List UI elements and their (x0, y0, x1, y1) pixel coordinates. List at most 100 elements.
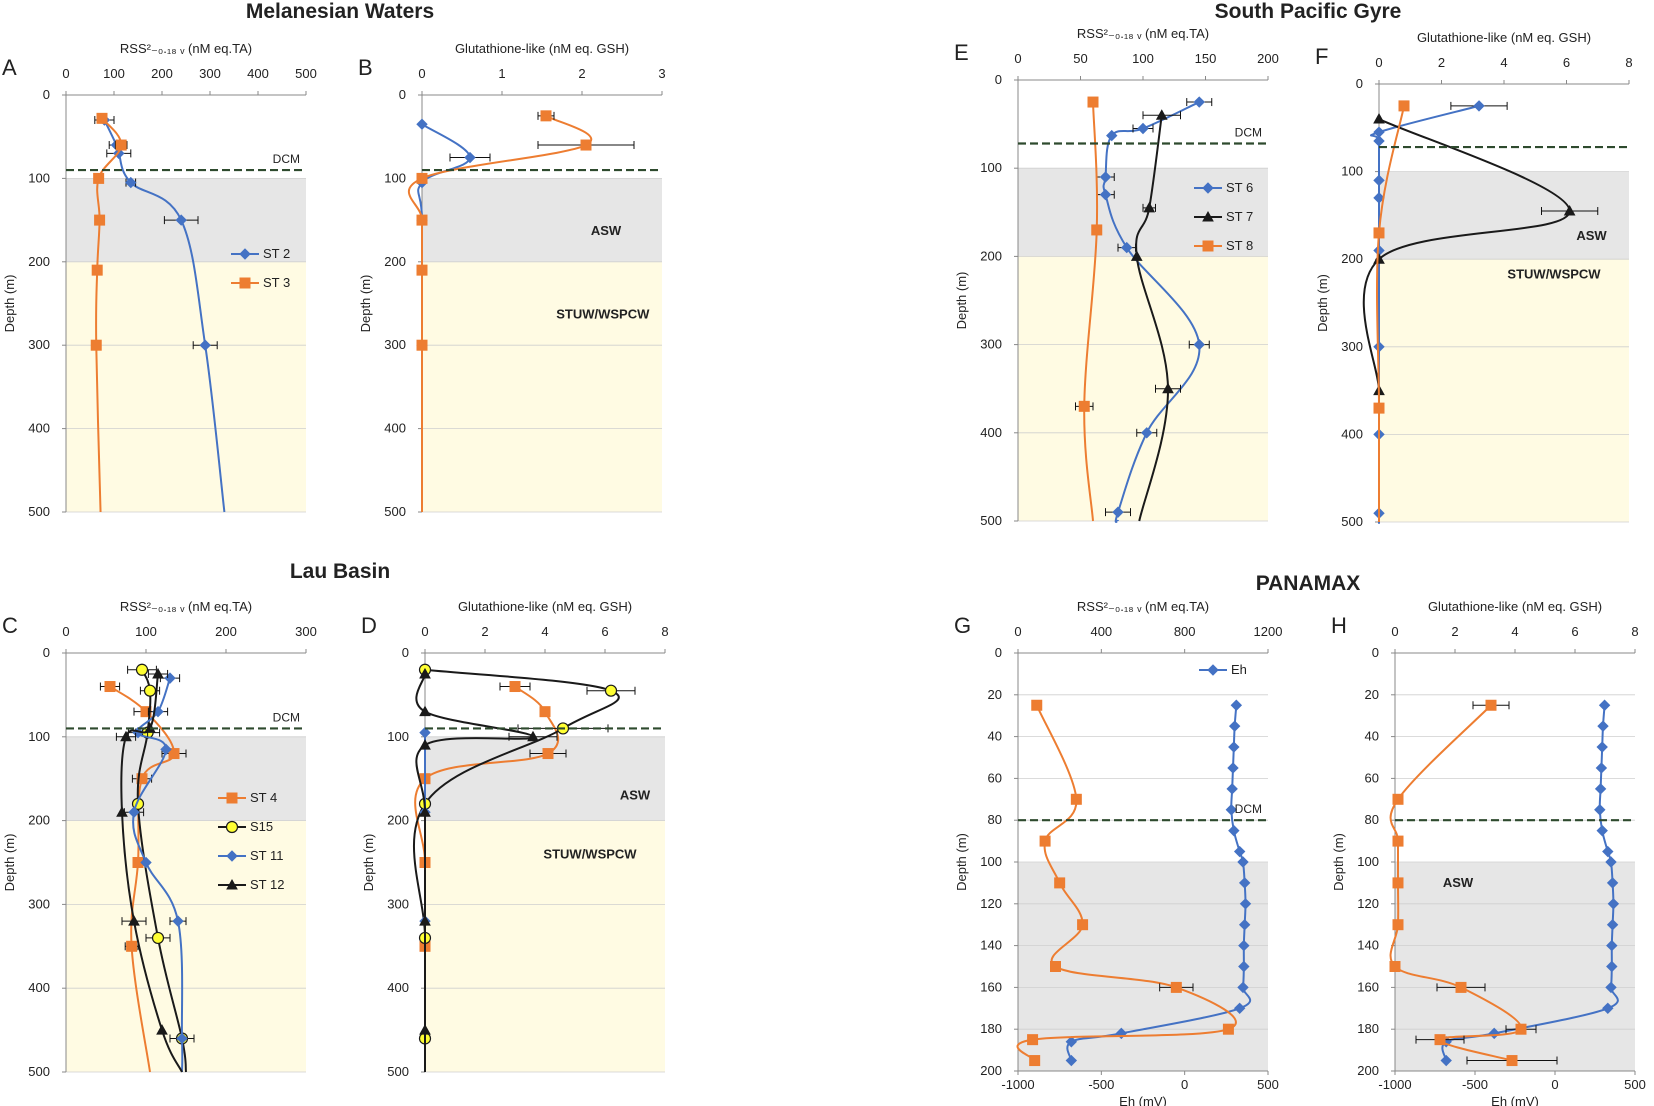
data-point (1226, 783, 1238, 795)
data-point (1170, 981, 1182, 993)
y-tick-label: 200 (28, 254, 50, 269)
y-tick-label: 140 (1357, 938, 1379, 953)
data-point (1239, 898, 1252, 910)
legend-label: ST 3 (263, 275, 290, 290)
y-tick-label: 80 (1365, 812, 1379, 827)
y-tick-label: 500 (980, 513, 1002, 528)
series-st-12 (115, 667, 183, 1073)
x2-tick-label: 0 (1181, 1077, 1188, 1092)
x-axis-title: RSS²₋₀.₁₈ ᵥ (nM eq.TA) (1077, 26, 1209, 41)
y-tick-label: 400 (384, 421, 406, 436)
panel-letter: C (2, 613, 18, 638)
legend-swatch-marker (226, 850, 238, 862)
y-tick-label: 100 (28, 170, 50, 185)
zone-asw (422, 178, 662, 262)
x-tick-label: 0 (62, 66, 69, 81)
dcm-label: DCM (1235, 802, 1262, 816)
y-tick-label: 60 (988, 770, 1002, 785)
series-st-12 (415, 667, 558, 1072)
data-point (1065, 1054, 1078, 1067)
y-tick-label: 100 (1341, 164, 1363, 179)
data-point (1099, 188, 1112, 201)
section-title-melanesian: Melanesian Waters (246, 0, 434, 23)
zone-label: STUW/WSPCW (1507, 266, 1601, 281)
y-tick-label: 120 (980, 896, 1002, 911)
x-tick-label: 6 (601, 624, 608, 639)
x-axis-title: Glutathione-like (nM eq. GSH) (458, 599, 632, 614)
x-tick-label: 0 (1014, 51, 1021, 66)
x-tick-label: 300 (295, 624, 317, 639)
data-point (1515, 1023, 1527, 1035)
data-point (1106, 129, 1118, 142)
x-axis-title: RSS²₋₀.₁₈ ᵥ (nM eq.TA) (120, 41, 252, 56)
x-tick-label: 500 (295, 66, 317, 81)
data-point (1143, 201, 1156, 213)
y-tick-label: 100 (28, 729, 50, 744)
data-point (136, 773, 148, 785)
x-tick-label: 3 (658, 66, 665, 81)
data-point (93, 172, 105, 184)
data-point (94, 214, 106, 226)
panel-letter: B (358, 55, 373, 80)
series-line (415, 673, 535, 1072)
data-point (1373, 113, 1385, 124)
x-tick-label: 0 (1014, 624, 1021, 639)
data-point (128, 915, 140, 926)
data-point (419, 1024, 431, 1035)
y-tick-label: 140 (980, 938, 1002, 953)
data-point (1070, 793, 1082, 805)
data-point (1130, 250, 1143, 261)
x-tick-label: 100 (135, 624, 157, 639)
data-point (1078, 400, 1090, 412)
y-tick-label: 400 (980, 425, 1002, 440)
x-tick-label: 6 (1571, 624, 1578, 639)
data-point (1162, 382, 1174, 394)
x-tick-label: 1 (498, 66, 505, 81)
x2-tick-label: -500 (1462, 1077, 1488, 1092)
y-tick-label: 120 (1357, 896, 1379, 911)
data-point (1227, 762, 1239, 774)
y-tick-label: 20 (1365, 687, 1379, 702)
data-point (91, 264, 103, 276)
data-point (1238, 939, 1250, 952)
panel-h: 0 20 40 60 80 100 120 140 160 180 200 0 2 4 6 8 -1000 -50… (1331, 599, 1646, 1106)
x-tick-label: 0 (1375, 55, 1382, 70)
legend-swatch-marker (1202, 182, 1214, 194)
y-tick-label: 180 (1357, 1021, 1379, 1036)
data-point (1054, 877, 1066, 889)
data-point (1606, 918, 1619, 931)
y-tick-label: 300 (1341, 339, 1363, 354)
y-tick-label: 0 (43, 645, 50, 660)
data-point (1238, 918, 1251, 931)
series-st-11 (123, 672, 188, 1073)
series-st-7 (1130, 109, 1181, 522)
panel-letter: G (954, 613, 971, 638)
data-point (1238, 960, 1250, 973)
data-point (1193, 96, 1205, 108)
data-point (1237, 856, 1249, 868)
panel-letter: F (1315, 44, 1328, 69)
data-point (1597, 720, 1609, 732)
y-tick-label: 300 (28, 896, 50, 911)
data-point (419, 806, 431, 817)
panel-d: 0 100 200 300 400 500 0 2 4 6 8 Glutathione-like (n… (361, 599, 669, 1079)
x-tick-label: 400 (1090, 624, 1112, 639)
data-point (416, 339, 428, 351)
x-tick-label: 0 (62, 624, 69, 639)
zone-stuw (425, 820, 665, 1072)
y-tick-label: 200 (1357, 1063, 1379, 1078)
legend-swatch-marker (226, 878, 238, 890)
x-tick-label: 2 (578, 66, 585, 81)
data-point (419, 739, 431, 750)
zone-label: ASW (1576, 228, 1607, 243)
data-point (1233, 845, 1246, 858)
y-tick-label: 300 (384, 337, 406, 352)
series-st-8 (1075, 96, 1103, 522)
y-tick-label: 300 (387, 896, 409, 911)
x-tick-label: 1200 (1254, 624, 1283, 639)
data-point (164, 672, 176, 684)
legend-label: ST 11 (250, 848, 283, 863)
x-tick-label: 0 (418, 66, 425, 81)
data-point (1392, 919, 1404, 931)
y-axis-title: Depth (m) (1315, 274, 1330, 332)
